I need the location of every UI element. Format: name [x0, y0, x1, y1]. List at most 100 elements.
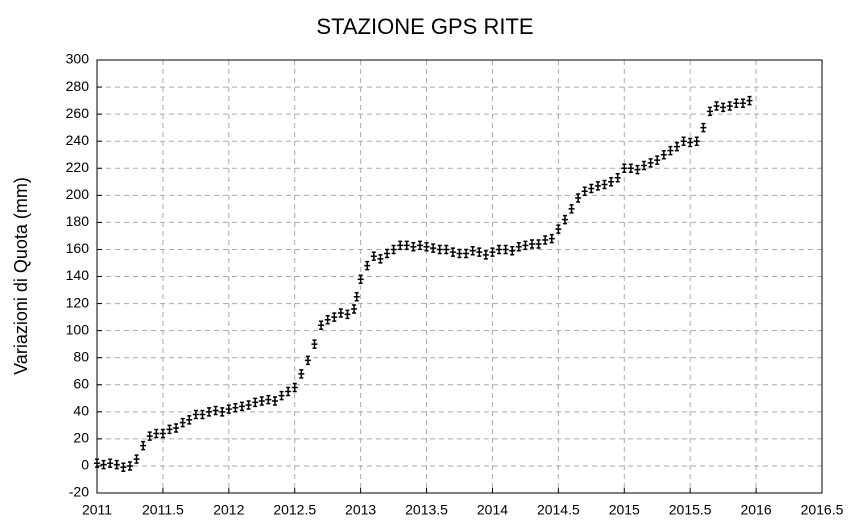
- y-tick-label: 100: [66, 321, 90, 337]
- data-point: [179, 417, 186, 428]
- data-point: [113, 459, 120, 470]
- data-point: [469, 246, 476, 256]
- data-point: [225, 404, 232, 414]
- y-tick-label: 140: [66, 267, 90, 283]
- data-point: [449, 247, 456, 257]
- data-point: [199, 409, 206, 420]
- data-point: [304, 355, 311, 366]
- x-tick-label: 2015: [609, 502, 640, 518]
- data-point: [173, 423, 180, 433]
- data-point: [700, 122, 707, 133]
- data-point: [561, 214, 568, 225]
- data-point: [627, 163, 634, 173]
- data-point: [555, 224, 562, 234]
- y-tick-label: 260: [66, 105, 90, 121]
- data-point: [324, 315, 331, 325]
- data-point: [713, 101, 720, 111]
- data-point: [186, 415, 193, 425]
- y-tick-label: 0: [81, 457, 89, 473]
- data-point: [456, 248, 463, 259]
- data-point: [364, 260, 371, 271]
- data-point: [100, 459, 107, 470]
- data-point: [94, 458, 100, 468]
- data-point: [133, 454, 140, 464]
- data-point: [436, 244, 443, 255]
- data-point: [647, 158, 654, 168]
- data-point: [219, 407, 226, 417]
- data-point: [706, 106, 713, 117]
- data-point: [463, 248, 470, 259]
- y-tick-label: 240: [66, 132, 90, 148]
- data-point: [397, 240, 404, 251]
- data-point: [298, 369, 305, 379]
- data-point: [720, 102, 727, 113]
- y-tick-label: 40: [73, 403, 89, 419]
- plot-frame: [96, 59, 823, 494]
- x-tick-label: 2016.5: [801, 502, 844, 518]
- data-point: [476, 247, 483, 257]
- data-point: [192, 409, 199, 420]
- x-tick-label: 2014.5: [537, 502, 580, 518]
- data-point: [258, 396, 265, 406]
- data-point: [482, 250, 489, 260]
- data-point: [353, 292, 360, 302]
- data-point: [278, 390, 285, 401]
- data-point: [140, 440, 147, 451]
- data-point: [581, 186, 588, 197]
- x-tick-label: 2011: [82, 502, 112, 518]
- y-tick-label: 60: [73, 375, 89, 391]
- data-point: [271, 396, 278, 406]
- data-point: [265, 394, 272, 405]
- data-point: [542, 235, 549, 245]
- data-point: [733, 98, 740, 109]
- y-axis-label: Variazioni di Quota (mm): [11, 177, 31, 375]
- data-point: [548, 233, 555, 244]
- data-point: [601, 179, 608, 190]
- data-point: [245, 400, 252, 410]
- data-point: [232, 403, 239, 413]
- y-tick-label: 20: [73, 430, 89, 446]
- y-tick-label: 180: [66, 213, 90, 229]
- data-point: [674, 141, 680, 152]
- data-point: [153, 428, 160, 439]
- data-point: [509, 246, 516, 256]
- data-point: [614, 172, 621, 183]
- x-tick-label: 2013: [345, 502, 376, 518]
- data-point: [423, 241, 430, 252]
- data-point: [120, 462, 127, 473]
- y-tick-label: 80: [73, 348, 89, 364]
- data-point: [291, 382, 298, 393]
- data-point: [575, 193, 582, 203]
- data-point: [357, 274, 364, 284]
- data-point: [746, 95, 753, 106]
- data-point: [522, 240, 529, 251]
- data-point: [588, 183, 595, 194]
- x-tick-label: 2012.5: [273, 502, 316, 518]
- x-tick-label: 2016: [741, 502, 772, 518]
- data-point: [416, 240, 423, 251]
- data-point: [502, 244, 509, 255]
- data-point: [403, 240, 410, 251]
- data-point: [377, 254, 384, 264]
- data-point: [496, 244, 503, 255]
- y-tick-label: 200: [66, 186, 90, 202]
- data-point: [252, 397, 259, 408]
- data-point: [311, 339, 318, 349]
- data-point: [515, 241, 522, 252]
- y-tick-label: -20: [69, 484, 89, 500]
- data-point: [654, 155, 661, 165]
- data-point: [608, 177, 615, 187]
- data-point: [285, 386, 292, 397]
- x-tick-label: 2013.5: [405, 502, 448, 518]
- y-tick-label: 280: [66, 78, 90, 94]
- data-point: [344, 309, 351, 320]
- data-point: [680, 136, 687, 146]
- data-point: [331, 312, 338, 322]
- data-point: [667, 145, 674, 156]
- data-point: [529, 239, 535, 249]
- data-point: [641, 160, 648, 171]
- data-point: [384, 248, 390, 259]
- y-tick-label: 160: [66, 240, 90, 256]
- data-point: [410, 241, 417, 252]
